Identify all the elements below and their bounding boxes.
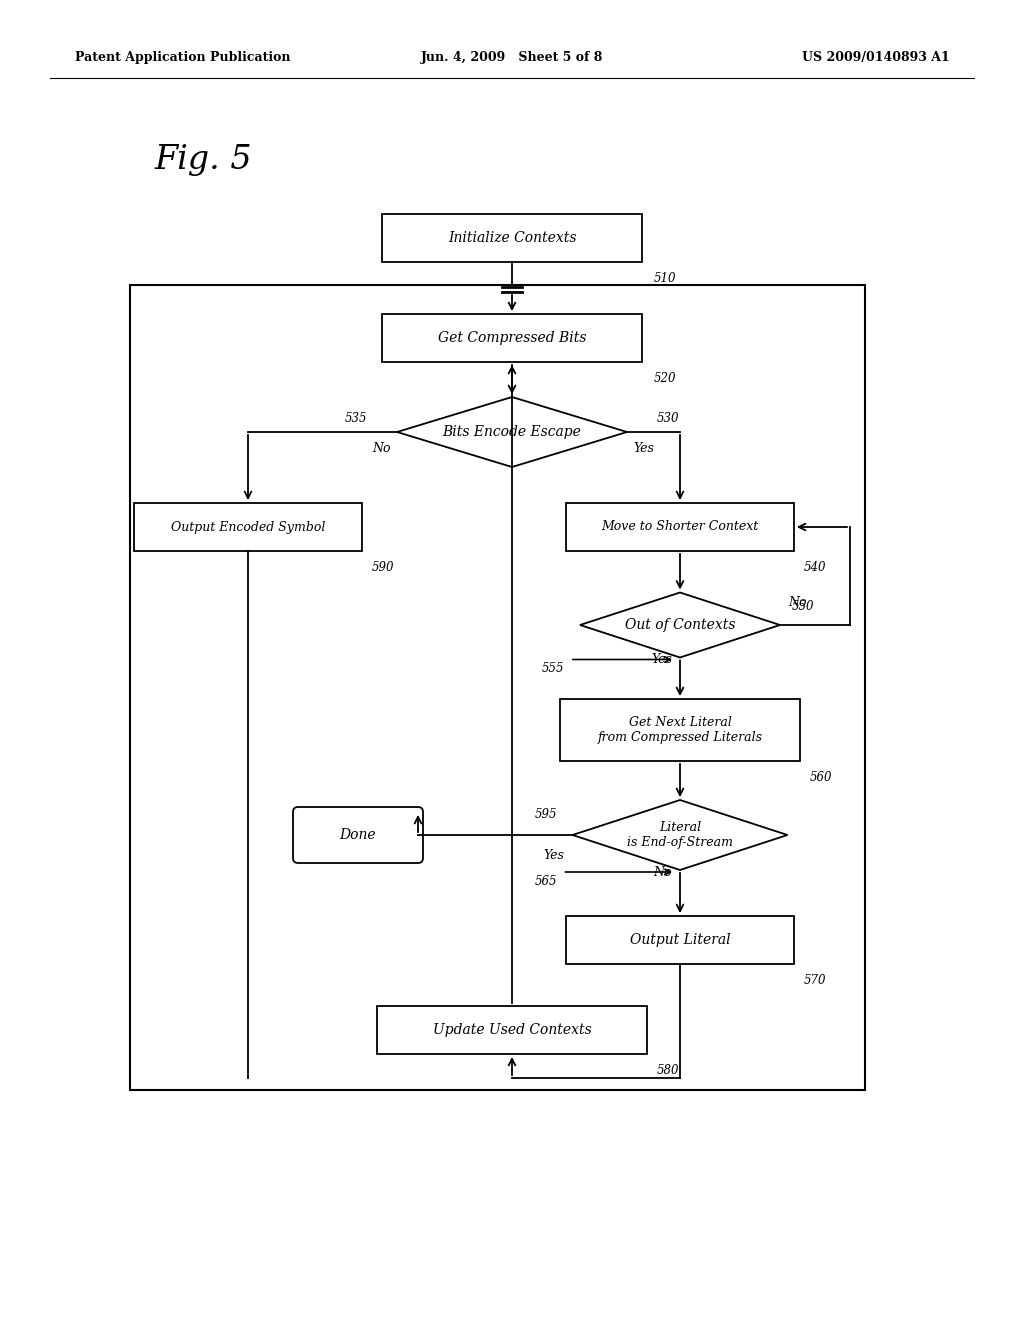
Text: Initialize Contexts: Initialize Contexts [447,231,577,246]
Text: 595: 595 [535,808,557,821]
Text: Output Literal: Output Literal [630,933,730,946]
Text: 540: 540 [804,561,826,574]
Text: US 2009/0140893 A1: US 2009/0140893 A1 [802,51,950,65]
Text: 565: 565 [535,875,557,888]
Text: Update Used Contexts: Update Used Contexts [432,1023,592,1038]
Bar [134,503,362,550]
Text: Yes: Yes [633,442,654,455]
Text: Yes: Yes [651,653,672,667]
Polygon shape [397,397,627,467]
Text: Out of Contexts: Out of Contexts [625,618,735,632]
Text: No: No [653,866,672,879]
Text: Jun. 4, 2009   Sheet 5 of 8: Jun. 4, 2009 Sheet 5 of 8 [421,51,603,65]
Text: 535: 535 [344,412,367,425]
Text: Patent Application Publication: Patent Application Publication [75,51,291,65]
Bar [130,285,865,1090]
Bar [566,916,794,964]
Text: 555: 555 [542,663,564,676]
Text: 530: 530 [657,412,680,425]
FancyBboxPatch shape [293,807,423,863]
Text: Get Compressed Bits: Get Compressed Bits [437,331,587,345]
Text: 520: 520 [654,372,677,385]
Text: Fig. 5: Fig. 5 [155,144,253,176]
Bar [382,314,642,362]
Text: 560: 560 [810,771,833,784]
Text: 580: 580 [657,1064,680,1077]
Bar [566,503,794,550]
Text: 570: 570 [804,974,826,987]
Text: 510: 510 [654,272,677,285]
Text: Get Next Literal
from Compressed Literals: Get Next Literal from Compressed Literal… [597,715,763,744]
Text: Bits Encode Escape: Bits Encode Escape [442,425,582,440]
Text: Output Encoded Symbol: Output Encoded Symbol [171,520,326,533]
Bar [377,1006,647,1053]
Polygon shape [580,593,780,657]
Bar [560,700,800,762]
Text: 590: 590 [372,561,394,574]
Text: Move to Shorter Context: Move to Shorter Context [601,520,759,533]
Polygon shape [572,800,787,870]
Text: Done: Done [340,828,376,842]
Text: No: No [788,597,807,610]
Text: 550: 550 [792,601,814,614]
Text: No: No [373,442,391,455]
Text: Literal
is End-of-Stream: Literal is End-of-Stream [627,821,733,849]
Bar [382,214,642,261]
Text: Yes: Yes [544,849,564,862]
